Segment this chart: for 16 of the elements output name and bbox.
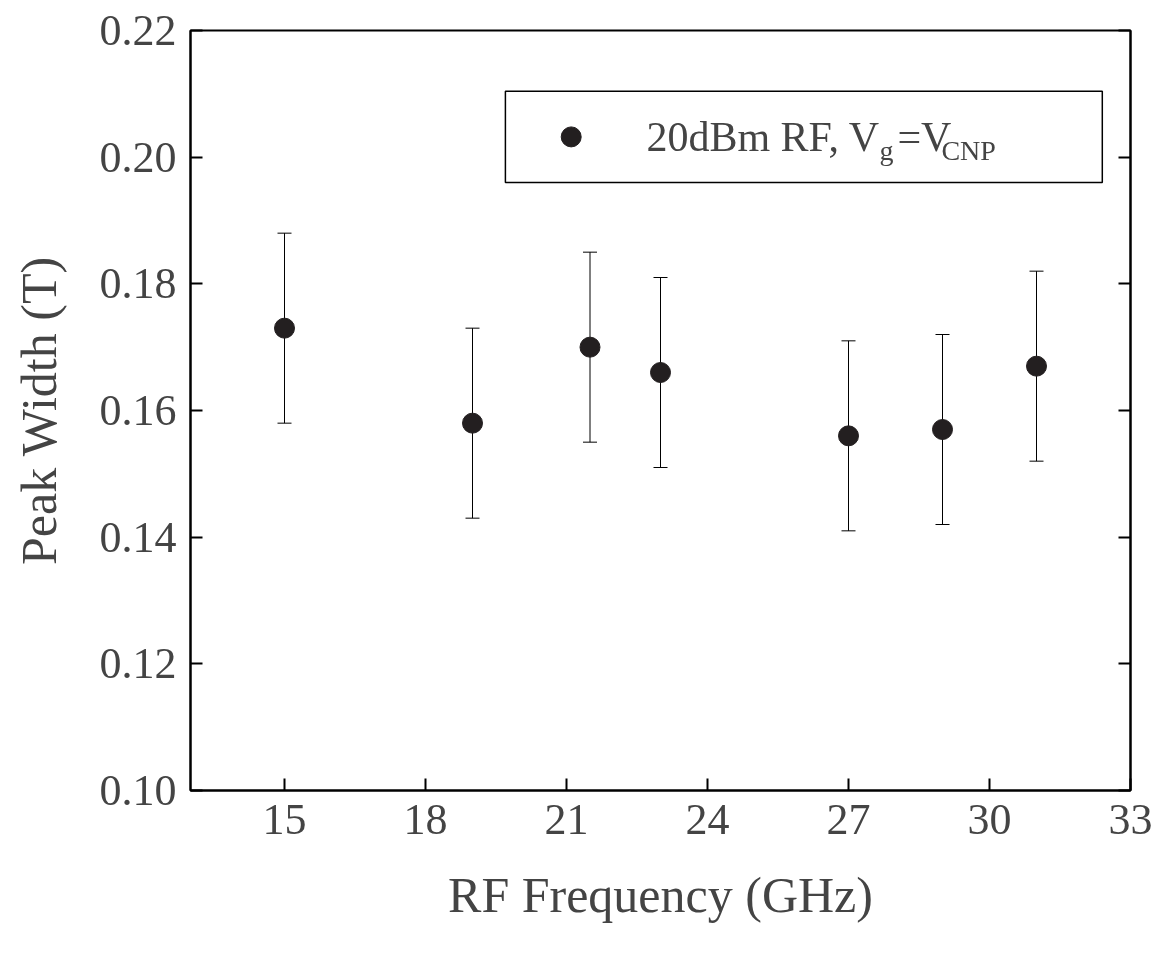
x-tick-label: 21 — [544, 794, 589, 844]
x-tick-label: 24 — [685, 794, 730, 844]
x-tick-label: 18 — [403, 794, 448, 844]
x-tick-label: 27 — [826, 794, 871, 844]
y-tick-label: 0.22 — [99, 6, 177, 55]
y-tick-label: 0.14 — [99, 512, 177, 562]
y-tick-label: 0.16 — [99, 386, 177, 435]
y-tick-label: 0.20 — [99, 132, 177, 182]
y-tick-label: 0.10 — [99, 766, 177, 815]
x-axis-title: RF Frequency (GHz) — [448, 866, 873, 923]
y-tick-label: 0.12 — [99, 639, 177, 689]
x-tick-label: 33 — [1108, 794, 1153, 844]
x-tick-label: 15 — [262, 794, 307, 844]
y-tick-label: 0.18 — [99, 259, 177, 309]
y-axis-title: Peak Width (T) — [10, 256, 67, 565]
x-tick-label: 30 — [967, 794, 1012, 844]
